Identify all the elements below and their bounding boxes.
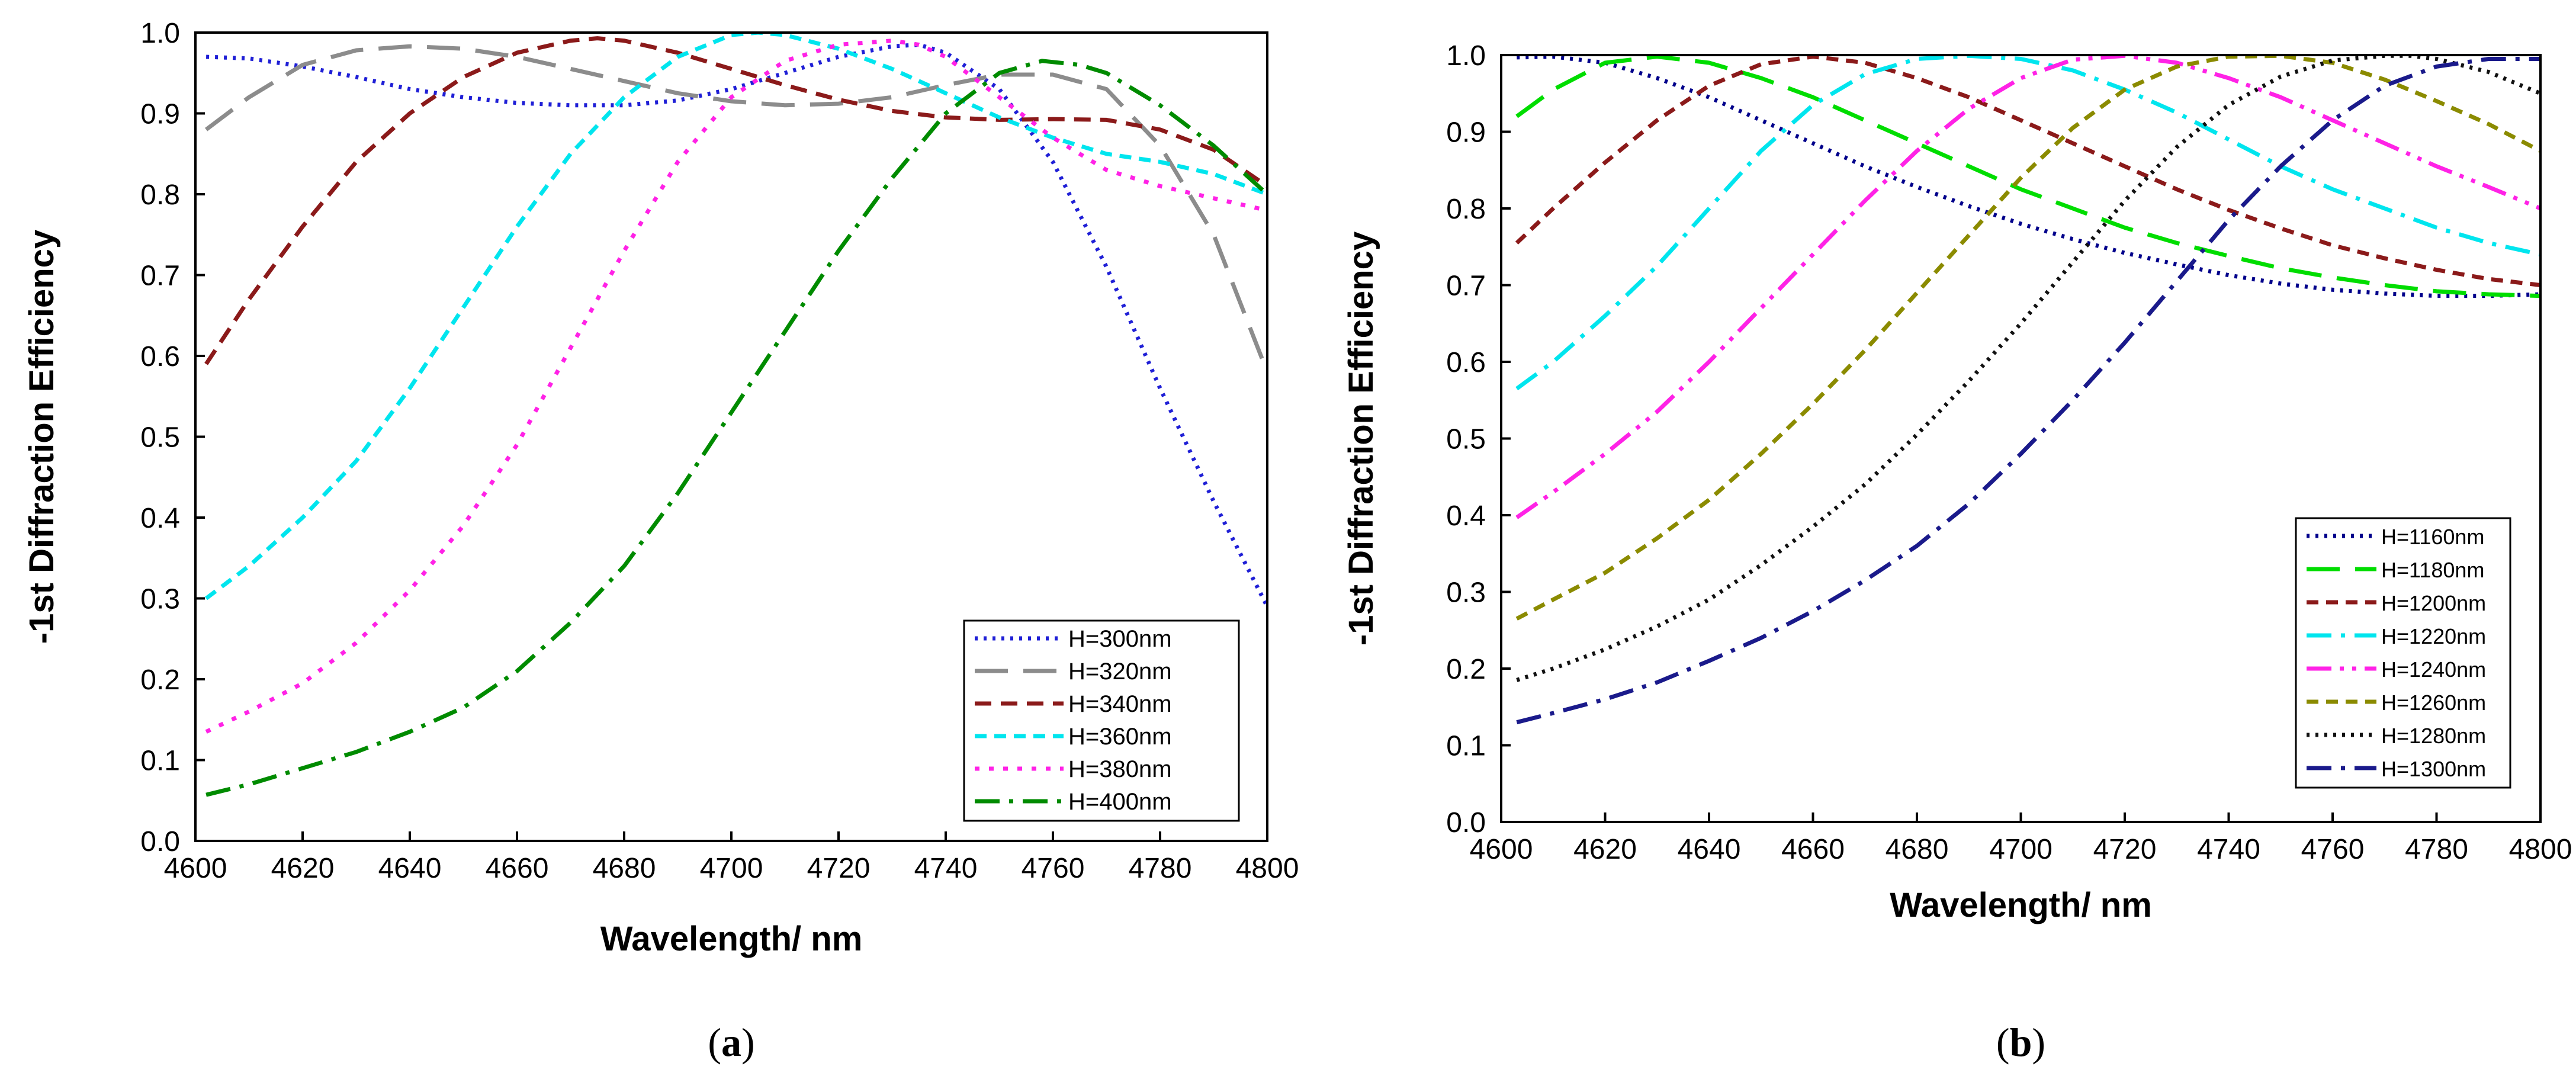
y-tick-label: 0.5: [1446, 424, 1486, 455]
legend-label: H=1280nm: [2381, 724, 2486, 748]
x-tick-label: 4800: [2509, 834, 2572, 865]
x-tick-label: 4620: [1573, 834, 1637, 865]
y-tick-label: 0.4: [1446, 500, 1486, 532]
legend-label: H=320nm: [1068, 659, 1172, 685]
series-line-h-400nm: [205, 59, 1267, 797]
x-axis-title: Wavelength/ nm: [1890, 886, 2152, 924]
x-tick-label: 4680: [593, 853, 656, 884]
panel-label: (a): [708, 1020, 754, 1065]
y-tick-label: 0.1: [1446, 731, 1486, 762]
y-tick-label: 0.8: [140, 179, 180, 211]
legend-label: H=1200nm: [2381, 591, 2486, 615]
series-line-h-380nm: [205, 38, 1267, 734]
y-tick-label: 0.2: [1446, 654, 1486, 685]
series-line-h-300nm: [205, 43, 1267, 608]
x-tick-label: 4660: [486, 853, 549, 884]
x-tick-label: 4760: [2301, 834, 2365, 865]
legend-label: H=1180nm: [2381, 558, 2484, 582]
series-line-h-1200nm: [1515, 55, 2540, 287]
y-tick-label: 0.2: [140, 664, 180, 696]
series-line-h-1280nm: [1516, 55, 2540, 682]
x-tick-label: 4720: [807, 853, 871, 884]
series-line-h-1220nm: [1515, 55, 2540, 391]
y-tick-label: 0.0: [1446, 807, 1486, 839]
x-tick-label: 4780: [2405, 834, 2468, 865]
y-tick-label: 0.9: [140, 99, 180, 130]
series-line-h-1180nm: [1515, 55, 2540, 298]
x-tick-label: 4680: [1886, 834, 1949, 865]
y-tick-label: 0.1: [140, 746, 180, 777]
y-tick-label: 0.7: [1446, 271, 1486, 302]
y-tick-label: 0.6: [140, 341, 180, 372]
x-tick-label: 4700: [700, 853, 763, 884]
y-tick-label: 0.6: [1446, 347, 1486, 378]
y-tick-label: 0.9: [1446, 117, 1486, 149]
y-tick-label: 0.0: [140, 826, 180, 857]
panel-a: 4600 4620 4640 4660 4680 4700 4720 4740 4760 4780…: [23, 18, 1299, 1065]
y-tick-label: 0.4: [140, 503, 180, 534]
y-tick-label: 0.5: [140, 422, 180, 454]
x-tick-label: 4720: [2093, 834, 2157, 865]
y-tick-label: 0.7: [140, 261, 180, 292]
legend-label: H=340nm: [1068, 691, 1172, 717]
x-tick-label: 4600: [1470, 834, 1533, 865]
series-line-h-1300nm: [1516, 57, 2540, 725]
x-tick-label: 4800: [1236, 853, 1299, 884]
legend-label: H=300nm: [1068, 626, 1172, 652]
panel-label: (b): [1996, 1020, 2045, 1065]
x-tick-label: 4760: [1022, 853, 1085, 884]
series-line-h-1260nm: [1515, 55, 2540, 621]
series-line-h-1240nm: [1515, 55, 2540, 519]
y-axis-title: -1st Diffraction Efficiency: [1342, 232, 1380, 645]
legend-label: H=1300nm: [2381, 757, 2486, 781]
legend-label: H=380nm: [1068, 756, 1172, 782]
series-line-h-340nm: [204, 36, 1267, 365]
x-tick-label: 4600: [164, 853, 227, 884]
series-line-h-1160nm: [1517, 55, 2540, 298]
legend-label: H=1260nm: [2381, 690, 2486, 715]
x-tick-label: 4700: [1989, 834, 2053, 865]
series-line-h-360nm: [204, 33, 1267, 600]
y-tick-label: 1.0: [140, 18, 180, 49]
legend-label: H=360nm: [1068, 724, 1172, 750]
x-tick-label: 4620: [271, 853, 335, 884]
x-tick-label: 4640: [1678, 834, 1741, 865]
legend: H=1160nm H=1180nm H=1200nm H=1220nm H=1240nm…: [2295, 517, 2511, 789]
x-tick-label: 4780: [1129, 853, 1192, 884]
x-tick-label: 4660: [1781, 834, 1845, 865]
y-tick-label: 0.3: [1446, 577, 1486, 609]
legend-label: H=1160nm: [2381, 525, 2484, 549]
legend-box: [963, 619, 1240, 822]
x-axis-title: Wavelength/ nm: [600, 920, 863, 958]
x-tick-label: 4740: [2197, 834, 2260, 865]
legend-box: [2295, 517, 2511, 789]
x-tick-label: 4640: [378, 853, 442, 884]
legend: H=300nm H=320nm H=340nm H=360nm H=380nm H=400…: [963, 619, 1240, 822]
y-tick-label: 0.3: [140, 584, 180, 615]
legend-label: H=400nm: [1068, 789, 1172, 815]
y-tick-label: 1.0: [1446, 40, 1486, 72]
y-tick-label: 0.8: [1446, 194, 1486, 225]
legend-label: H=1220nm: [2381, 624, 2486, 648]
y-axis-title: -1st Diffraction Efficiency: [23, 230, 61, 644]
panel-b: 4600 4620 4640 4660 4680 4700 4720 4740 4760 4780…: [1342, 40, 2572, 1065]
series-line-h-320nm: [204, 44, 1267, 373]
legend-label: H=1240nm: [2381, 657, 2486, 682]
x-tick-label: 4740: [914, 853, 978, 884]
